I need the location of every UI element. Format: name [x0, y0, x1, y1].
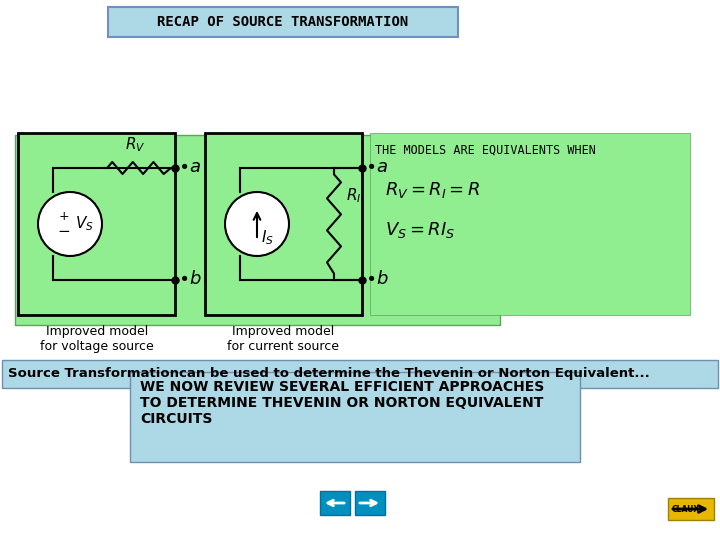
Bar	[355, 491, 385, 515]
Text: $V_S = RI_S$: $V_S = RI_S$	[385, 220, 455, 240]
Text: $I_S$: $I_S$	[261, 228, 274, 247]
Text: $R_I$: $R_I$	[346, 187, 361, 205]
Text: Improved model
for current source: Improved model for current source	[227, 325, 339, 353]
Text: $V_S$: $V_S$	[75, 214, 94, 233]
Text: $\bullet a$: $\bullet a$	[365, 158, 388, 176]
Bar	[108, 7, 458, 37]
Text: WE NOW REVIEW SEVERAL EFFICIENT APPROACHES
TO DETERMINE THEVENIN OR NORTON EQUIV: WE NOW REVIEW SEVERAL EFFICIENT APPROACH…	[140, 380, 544, 427]
Bar	[370, 133, 690, 315]
Bar	[15, 135, 500, 325]
Bar	[18, 133, 175, 315]
Text: RECAP OF SOURCE TRANSFORMATION: RECAP OF SOURCE TRANSFORMATION	[158, 15, 409, 29]
Text: THE MODELS ARE EQUIVALENTS WHEN: THE MODELS ARE EQUIVALENTS WHEN	[375, 144, 596, 157]
Text: +: +	[59, 211, 69, 224]
Text: $R_V$: $R_V$	[125, 136, 145, 154]
Text: $R_V = R_I = R$: $R_V = R_I = R$	[385, 180, 480, 200]
Text: $\bullet b$: $\bullet b$	[365, 270, 389, 288]
Bar	[2, 360, 718, 388]
Text: $\bullet a$: $\bullet a$	[178, 158, 201, 176]
Text: Improved model
for voltage source: Improved model for voltage source	[40, 325, 154, 353]
Text: Source Transformationcan be used to determine the Thevenin or Norton Equivalent.: Source Transformationcan be used to dete…	[8, 368, 649, 381]
Text: CLAUX: CLAUX	[672, 504, 701, 514]
Circle shape	[225, 192, 289, 256]
Circle shape	[38, 192, 102, 256]
Bar	[320, 491, 350, 515]
Text: −: −	[58, 224, 71, 239]
Bar	[205, 133, 362, 315]
Bar	[668, 498, 714, 520]
Text: $\bullet b$: $\bullet b$	[178, 270, 202, 288]
Bar	[130, 372, 580, 462]
